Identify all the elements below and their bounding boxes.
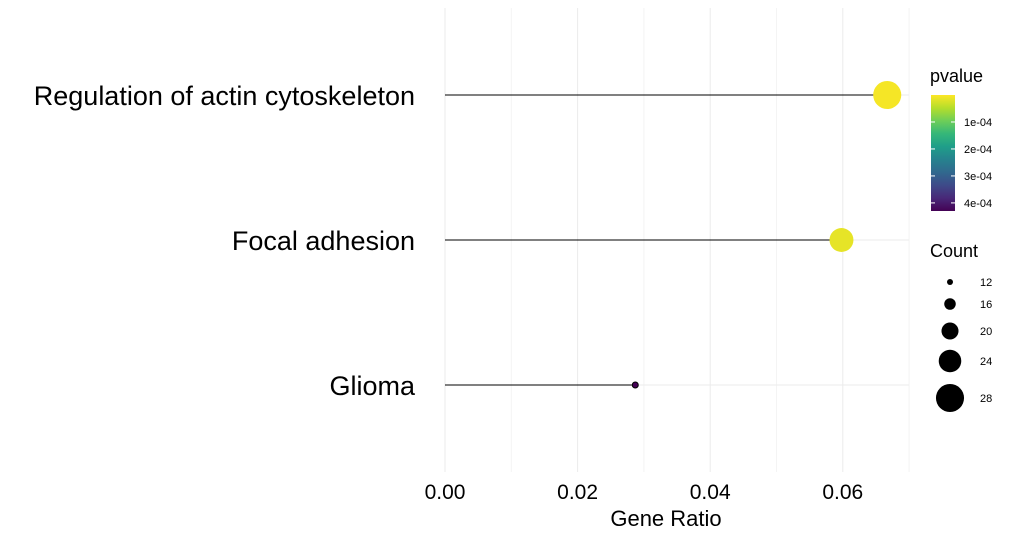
lollipop-points bbox=[631, 80, 902, 389]
size-legend-keys: 12 16 20 24 28 bbox=[935, 277, 992, 413]
size-legend-key bbox=[941, 322, 959, 340]
size-legend-label: 28 bbox=[980, 393, 992, 405]
x-tick-label: 0.04 bbox=[690, 481, 731, 504]
size-legend-key bbox=[938, 349, 962, 373]
x-axis-ticks: 0.00 0.02 0.04 0.06 bbox=[425, 481, 864, 504]
lollipop-stems bbox=[445, 94, 888, 386]
size-legend: Count 12 16 20 24 28 bbox=[930, 241, 992, 413]
colorbar-tick-label: 1e-04 bbox=[964, 117, 992, 129]
size-legend-label: 20 bbox=[980, 326, 992, 338]
size-legend-key bbox=[944, 298, 956, 310]
color-legend: pvalue 1e-04 2e-04 3e-04 4e-04 bbox=[930, 66, 992, 211]
size-legend-title: Count bbox=[930, 241, 978, 261]
size-legend-key bbox=[935, 383, 965, 413]
size-legend-key bbox=[947, 279, 953, 285]
data-point bbox=[631, 381, 639, 389]
category-label: Focal adhesion bbox=[232, 226, 415, 256]
data-point bbox=[829, 228, 854, 252]
colorbar-ticks: 1e-04 2e-04 3e-04 4e-04 bbox=[931, 117, 992, 210]
colorbar-tick-label: 3e-04 bbox=[964, 171, 992, 183]
size-legend-label: 16 bbox=[980, 299, 992, 311]
colorbar-tick-label: 2e-04 bbox=[964, 144, 992, 156]
category-labels: Regulation of actin cytoskeleton Focal ad… bbox=[34, 81, 416, 401]
data-point bbox=[873, 80, 902, 110]
x-tick-label: 0.06 bbox=[822, 481, 863, 504]
category-label: Regulation of actin cytoskeleton bbox=[34, 81, 415, 111]
x-tick-label: 0.00 bbox=[425, 481, 466, 504]
color-legend-title: pvalue bbox=[930, 66, 983, 86]
category-label: Glioma bbox=[329, 371, 416, 401]
colorbar-tick-label: 4e-04 bbox=[964, 198, 992, 210]
size-legend-label: 12 bbox=[980, 277, 992, 289]
x-tick-label: 0.02 bbox=[557, 481, 598, 504]
size-legend-label: 24 bbox=[980, 356, 992, 368]
colorbar bbox=[931, 95, 955, 211]
x-axis-title: Gene Ratio bbox=[610, 506, 721, 531]
